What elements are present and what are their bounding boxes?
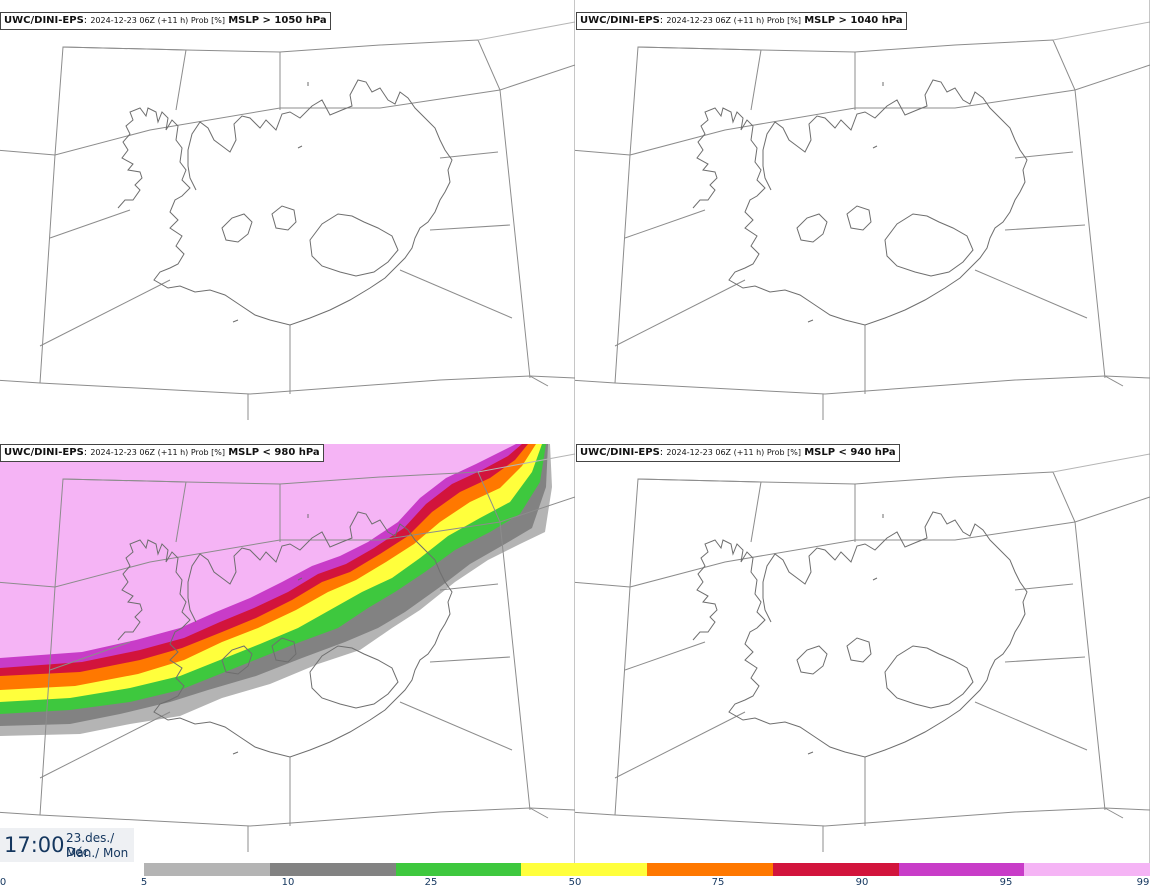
panel-title: UWC/DINI-EPS: 2024-12-23 06Z (+11 h) Pro… xyxy=(576,12,907,30)
colorbar-segment xyxy=(144,863,270,876)
colorbar-segment xyxy=(647,863,773,876)
colorbar-segment xyxy=(521,863,647,876)
map-panel-mslp-gt-1040: UWC/DINI-EPS: 2024-12-23 06Z (+11 h) Pro… xyxy=(575,0,1150,432)
map-panel-mslp-lt-940: UWC/DINI-EPS: 2024-12-23 06Z (+11 h) Pro… xyxy=(575,432,1150,864)
colorbar-segment xyxy=(898,863,1025,876)
panel-title: UWC/DINI-EPS: 2024-12-23 06Z (+11 h) Pro… xyxy=(0,444,324,462)
iceland-map xyxy=(575,0,1150,432)
colorbar-tick-label: 75 xyxy=(711,877,725,888)
valid-time: 17:00 xyxy=(4,833,65,857)
colorbar-segment xyxy=(772,863,899,876)
colorbar-ticks: 0 5 10 25 50 75 90 95 99 xyxy=(0,877,1150,891)
colorbar-segment xyxy=(1024,863,1150,876)
prob-band-99 xyxy=(0,444,516,658)
map-panel-mslp-gt-1050: UWC/DINI-EPS: 2024-12-23 06Z (+11 h) Pro… xyxy=(0,0,575,432)
panel-title: UWC/DINI-EPS: 2024-12-23 06Z (+11 h) Pro… xyxy=(0,12,331,30)
colorbar-tick-label: 95 xyxy=(999,877,1013,888)
colorbar-tick-label: 90 xyxy=(855,877,869,888)
colorbar-tick-label: 0 xyxy=(0,877,7,888)
colorbar-segment xyxy=(269,863,396,876)
iceland-map xyxy=(575,432,1150,864)
colorbar-tick-label: 10 xyxy=(281,877,295,888)
colorbar-tick-label: 50 xyxy=(568,877,582,888)
colorbar-segment xyxy=(395,863,522,876)
valid-time-box: 17:00 23.des./ Dec Mán./ Mon xyxy=(0,828,134,862)
iceland-map-probability xyxy=(0,432,575,864)
valid-weekday: Mán./ Mon xyxy=(66,846,129,860)
colorbar-tick-label: 5 xyxy=(140,877,148,888)
colorbar-tick-label: 25 xyxy=(424,877,438,888)
valid-date: 23.des./ Dec xyxy=(66,831,115,859)
iceland-map xyxy=(0,0,575,432)
map-panel-mslp-lt-980: UWC/DINI-EPS: 2024-12-23 06Z (+11 h) Pro… xyxy=(0,432,575,864)
panel-title: UWC/DINI-EPS: 2024-12-23 06Z (+11 h) Pro… xyxy=(576,444,900,462)
colorbar-tick-label: 99 xyxy=(1136,877,1150,888)
probability-colorbar xyxy=(144,863,1150,876)
